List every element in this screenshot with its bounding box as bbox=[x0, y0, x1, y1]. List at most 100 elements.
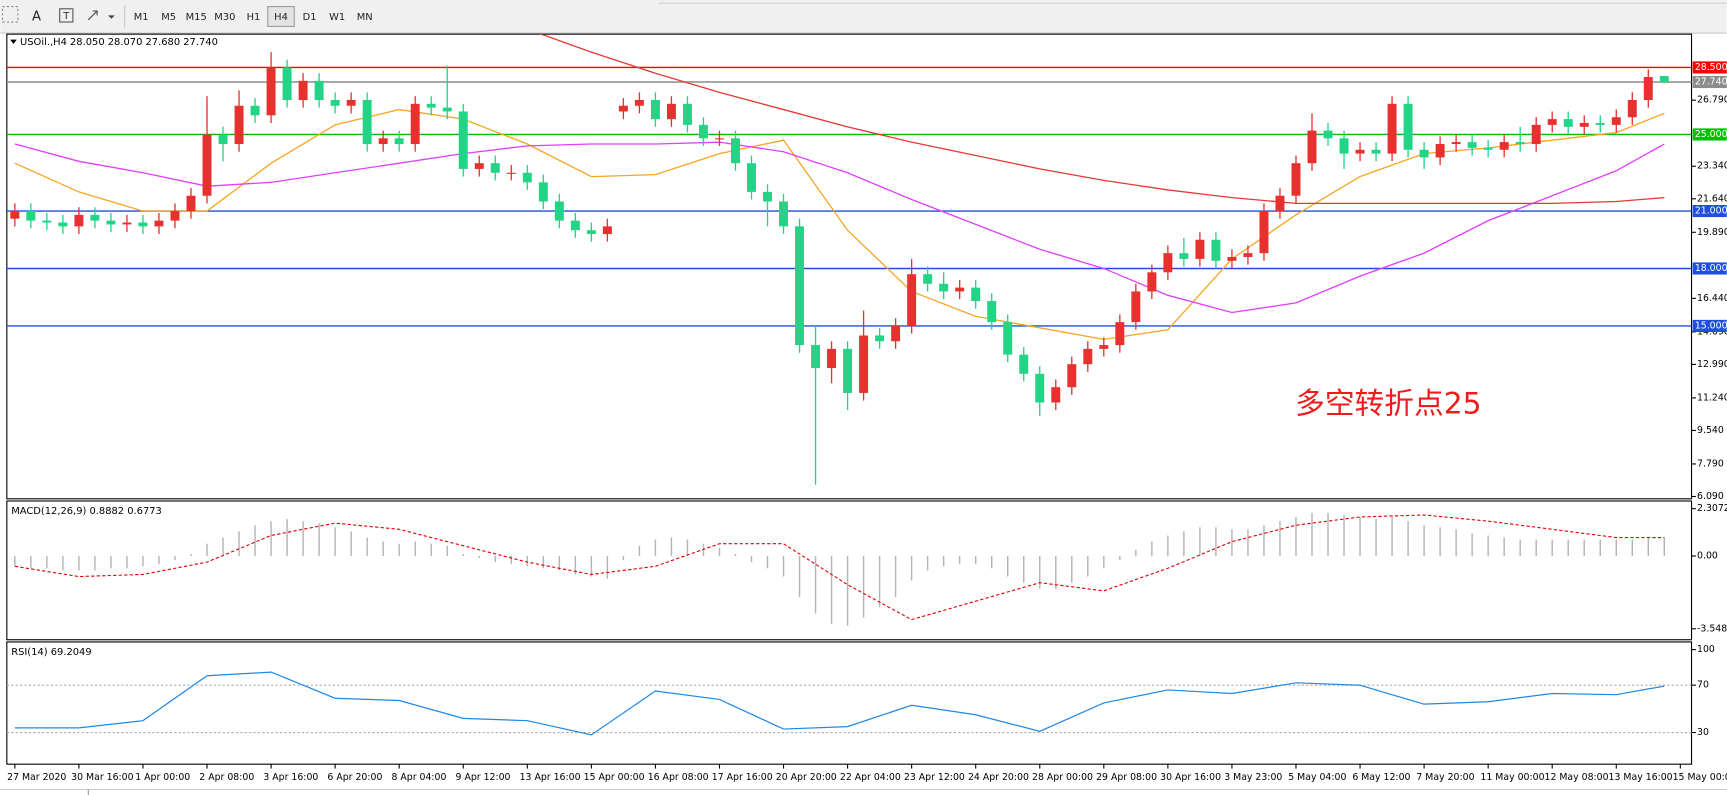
timeframe-button[interactable]: D1 bbox=[303, 12, 317, 23]
candle-body bbox=[170, 211, 180, 221]
candle-body bbox=[859, 335, 869, 393]
candle-body bbox=[10, 211, 20, 219]
arrow-tool[interactable] bbox=[87, 10, 115, 21]
timeframe-button[interactable]: M30 bbox=[214, 12, 235, 23]
candle-body bbox=[1627, 99, 1637, 118]
candle-body bbox=[971, 287, 981, 302]
candle-body bbox=[1499, 142, 1509, 150]
x-tick-label: 20 Apr 20:00 bbox=[776, 772, 837, 783]
text-tool[interactable]: A bbox=[32, 10, 41, 25]
candle-body bbox=[1547, 119, 1557, 125]
x-tick-label: 30 Apr 16:00 bbox=[1160, 772, 1221, 783]
x-tick-label: 5 May 04:00 bbox=[1288, 772, 1346, 783]
timeframe-bar: M1 M5 M15 M30 H1 H4 D1 W1 MN bbox=[134, 6, 373, 27]
level-label-box bbox=[1692, 75, 1727, 89]
rsi-title: RSI(14) 69.2049 bbox=[11, 647, 91, 658]
candle-body bbox=[650, 99, 660, 120]
y-tick-label: -3.5484 bbox=[1697, 623, 1727, 634]
level-label: 25.000 bbox=[1695, 129, 1727, 140]
crosshair-tool[interactable] bbox=[1, 6, 19, 23]
candle-body bbox=[1275, 195, 1285, 212]
candle-body bbox=[1403, 103, 1413, 150]
candle-body bbox=[1595, 122, 1605, 125]
x-tick-label: 8 Apr 04:00 bbox=[391, 772, 446, 783]
macd-panel bbox=[6, 500, 1693, 641]
chart-header: USOil.,H4 28.050 28.070 27.680 27.740 bbox=[20, 37, 218, 48]
timeframe-button[interactable]: M15 bbox=[186, 12, 207, 23]
level-label: 21.000 bbox=[1695, 206, 1727, 217]
candle-body bbox=[1163, 253, 1173, 273]
candle-body bbox=[1003, 322, 1013, 355]
candle-body bbox=[1195, 239, 1205, 259]
candle-body bbox=[1355, 149, 1365, 154]
level-label-box bbox=[1692, 262, 1727, 275]
moving-average bbox=[14, 108, 1665, 341]
timeframe-button[interactable]: MN bbox=[357, 12, 373, 23]
candle-body bbox=[1483, 147, 1493, 150]
candle-body bbox=[923, 274, 933, 284]
candle-body bbox=[154, 220, 164, 227]
candle-body bbox=[1323, 130, 1333, 139]
candle-body bbox=[955, 287, 965, 292]
candle-body bbox=[474, 163, 484, 169]
candle-body bbox=[1291, 163, 1301, 196]
candle-body bbox=[875, 335, 885, 342]
candle-body bbox=[602, 226, 612, 235]
timeframe-button[interactable]: W1 bbox=[329, 12, 345, 23]
candle-body bbox=[218, 134, 228, 145]
candle-body bbox=[1371, 149, 1381, 154]
candle-body bbox=[779, 201, 789, 227]
candle-body bbox=[1579, 122, 1589, 127]
y-tick-label: 100 bbox=[1697, 644, 1715, 655]
candle-body bbox=[442, 107, 452, 112]
candle-body bbox=[250, 105, 260, 116]
candle-body bbox=[1611, 117, 1621, 125]
timeframe-button[interactable]: H4 bbox=[274, 12, 288, 23]
rsi-panel bbox=[6, 641, 1693, 765]
candle-body bbox=[1435, 144, 1445, 158]
candle-body bbox=[1643, 77, 1653, 100]
x-tick-label: 24 Apr 20:00 bbox=[968, 772, 1029, 783]
timeframe-button[interactable]: H1 bbox=[247, 12, 261, 23]
candle-body bbox=[1659, 76, 1669, 82]
x-tick-label: 3 May 23:00 bbox=[1224, 772, 1282, 783]
main-plot bbox=[6, 34, 1692, 485]
y-tick-label: 23.340 bbox=[1697, 161, 1727, 172]
y-tick-label: 26.790 bbox=[1697, 95, 1727, 106]
candle-body bbox=[410, 103, 420, 145]
y-tick-label: 7.790 bbox=[1697, 458, 1724, 469]
y-tick-label: 70 bbox=[1697, 680, 1709, 691]
x-tick-label: 15 May 00:00 bbox=[1673, 772, 1727, 783]
y-tick-label: 12.990 bbox=[1697, 359, 1727, 370]
candle-body bbox=[1179, 253, 1189, 259]
candle-body bbox=[74, 214, 84, 227]
x-tick-label: 1 Apr 00:00 bbox=[135, 772, 190, 783]
timeframe-button[interactable]: M1 bbox=[134, 12, 149, 23]
x-tick-label: 28 Apr 00:00 bbox=[1032, 772, 1093, 783]
x-tick-label: 11 May 00:00 bbox=[1480, 772, 1544, 783]
candle-body bbox=[1115, 322, 1125, 346]
y-tick-label: 0.00 bbox=[1697, 551, 1718, 562]
annotation: 多空转折点25 bbox=[1295, 387, 1481, 422]
moving-average bbox=[14, 141, 1665, 314]
level-label-box bbox=[1692, 128, 1727, 141]
candle-body bbox=[522, 172, 532, 183]
label-tool[interactable]: T bbox=[59, 8, 74, 23]
candle-body bbox=[362, 99, 372, 145]
candle-body bbox=[1131, 291, 1141, 323]
candle-body bbox=[1035, 373, 1045, 403]
timeframe-button[interactable]: M5 bbox=[161, 12, 176, 23]
candle-body bbox=[1339, 138, 1349, 154]
candle-body bbox=[1259, 211, 1269, 254]
candle-body bbox=[1147, 272, 1157, 292]
level-label: 27.740 bbox=[1695, 76, 1727, 87]
rsi-plot bbox=[6, 671, 1692, 736]
candle-body bbox=[138, 222, 148, 227]
candle-body bbox=[586, 230, 596, 235]
candle-body bbox=[1387, 103, 1397, 154]
candle-body bbox=[698, 124, 708, 139]
macd-signal bbox=[14, 514, 1665, 621]
moving-average bbox=[539, 34, 1665, 205]
candle-body bbox=[1227, 256, 1237, 261]
